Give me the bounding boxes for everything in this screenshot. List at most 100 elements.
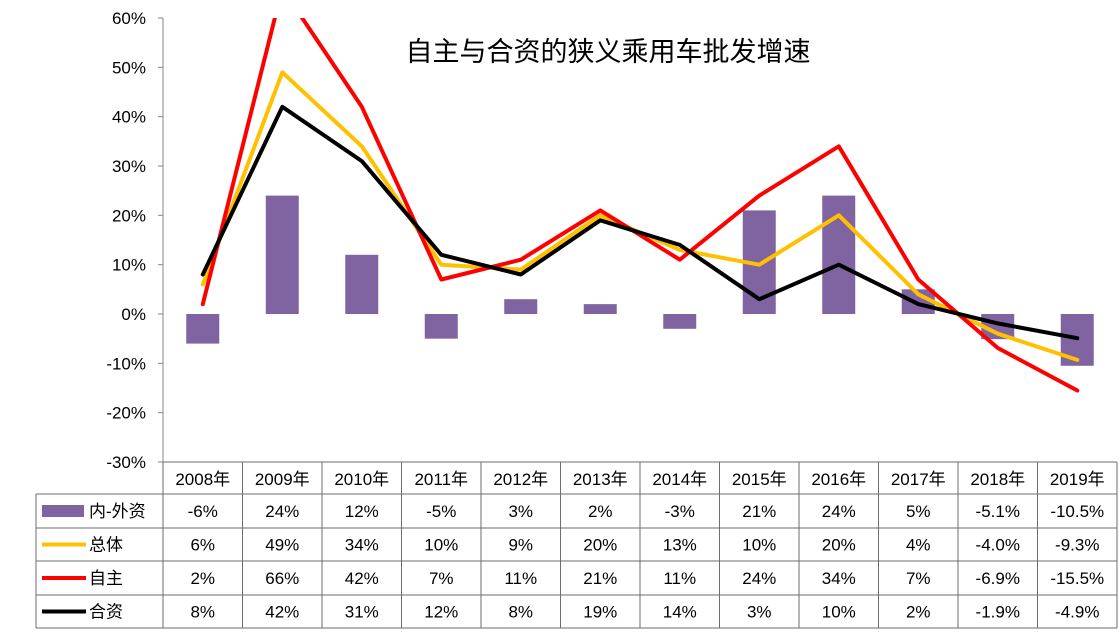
- y-tick-label: 0%: [121, 305, 146, 324]
- data-label: 31%: [345, 603, 379, 622]
- data-label: 42%: [265, 603, 299, 622]
- point-自主-2013年: [598, 208, 602, 212]
- data-label: 9%: [508, 536, 533, 555]
- data-label: 4%: [906, 536, 931, 555]
- point-总体-2018年: [996, 332, 1000, 336]
- point-合资-2016年: [837, 263, 841, 267]
- data-label: 66%: [265, 569, 299, 588]
- data-label: 34%: [822, 569, 856, 588]
- data-label: 24%: [742, 569, 776, 588]
- point-自主-2014年: [678, 258, 682, 262]
- point-自主-2008年: [201, 302, 205, 306]
- bar-内-外资-2009年: [265, 195, 299, 314]
- data-label: 12%: [424, 603, 458, 622]
- data-label: -10.5%: [1050, 502, 1104, 521]
- data-label: 21%: [583, 569, 617, 588]
- point-自主-2010年: [360, 105, 364, 109]
- y-axis: 60% 50% 40% 30% 20% 10% 0% -10% -20% -30%: [106, 9, 164, 472]
- data-label: 2%: [906, 603, 931, 622]
- point-合资-2018年: [996, 321, 1000, 325]
- chart-title: 自主与合资的狭义乘用车批发增速: [406, 37, 811, 68]
- x-category-label: 2009年: [255, 470, 310, 489]
- point-总体-2013年: [598, 213, 602, 217]
- data-label: 21%: [742, 502, 776, 521]
- legend-label-内-外资: 内-外资: [89, 502, 146, 521]
- point-总体-2017年: [916, 292, 920, 296]
- x-category-label: 2016年: [811, 470, 866, 489]
- data-label: -4.9%: [1055, 603, 1099, 622]
- data-label: -1.9%: [976, 603, 1020, 622]
- point-合资-2008年: [201, 273, 205, 277]
- legend-label-自主: 自主: [89, 569, 123, 588]
- data-label: 2%: [190, 569, 215, 588]
- point-合资-2010年: [360, 159, 364, 163]
- y-tick-label: 20%: [112, 206, 146, 225]
- data-label: 3%: [508, 502, 533, 521]
- bar-内-外资-2008年: [186, 314, 220, 344]
- data-label: -5%: [426, 502, 456, 521]
- y-tick-label: 30%: [112, 157, 146, 176]
- legend-key-内-外资: [42, 505, 84, 517]
- data-label: -3%: [665, 502, 695, 521]
- data-label: 11%: [663, 569, 696, 588]
- data-label: 10%: [424, 536, 458, 555]
- x-category-label: 2017年: [891, 470, 946, 489]
- x-category-label: 2019年: [1050, 470, 1105, 489]
- point-合资-2011年: [439, 253, 443, 257]
- data-label: -5.1%: [976, 502, 1020, 521]
- data-label: 34%: [345, 536, 379, 555]
- line-合资: [200, 104, 1080, 341]
- point-总体-2015年: [757, 263, 761, 267]
- point-自主-2016年: [837, 144, 841, 148]
- y-tick-label: 40%: [112, 108, 146, 127]
- bar-内-外资-2011年: [424, 314, 458, 339]
- point-自主-2011年: [439, 277, 443, 281]
- data-label: -15.5%: [1050, 569, 1104, 588]
- y-tick-label: 50%: [112, 58, 146, 77]
- data-label: 20%: [583, 536, 617, 555]
- bar-内-外资-2012年: [504, 299, 538, 314]
- point-合资-2014年: [678, 243, 682, 247]
- x-category-label: 2018年: [970, 470, 1025, 489]
- bar-内-外资-2010年: [345, 254, 379, 314]
- legend-label-合资: 合资: [89, 603, 123, 622]
- data-label: 8%: [190, 603, 215, 622]
- point-合资-2012年: [519, 273, 523, 277]
- y-tick-label: 60%: [112, 9, 146, 28]
- point-自主-2017年: [916, 277, 920, 281]
- plot-area: [186, 18, 1094, 393]
- line-series: [200, 18, 1080, 393]
- data-label: 7%: [429, 569, 454, 588]
- point-合资-2017年: [916, 302, 920, 306]
- data-label: 14%: [663, 603, 697, 622]
- data-label: 3%: [747, 603, 772, 622]
- x-category-label: 2008年: [175, 470, 230, 489]
- point-总体-2011年: [439, 263, 443, 267]
- point-合资-2015年: [757, 297, 761, 301]
- data-label: 24%: [822, 502, 856, 521]
- point-自主-2012年: [519, 258, 523, 262]
- data-label: -6.9%: [976, 569, 1020, 588]
- bar-内-外资-2014年: [663, 314, 697, 329]
- point-总体-2009年: [280, 70, 284, 74]
- point-总体-2008年: [201, 282, 205, 286]
- bar-内-外资-2013年: [583, 304, 617, 314]
- data-label: 10%: [742, 536, 776, 555]
- point-总体-2010年: [360, 144, 364, 148]
- point-总体-2016年: [837, 213, 841, 217]
- point-自主-2018年: [996, 346, 1000, 350]
- y-tick-label: -20%: [106, 404, 146, 423]
- point-自主-2019年: [1075, 388, 1079, 392]
- point-合资-2013年: [598, 218, 602, 222]
- data-label: 13%: [663, 536, 697, 555]
- data-label: 2%: [588, 502, 613, 521]
- data-label: -6%: [188, 502, 218, 521]
- legend-label-总体: 总体: [89, 536, 123, 555]
- point-总体-2012年: [519, 268, 523, 272]
- point-合资-2009年: [280, 105, 284, 109]
- data-label: 8%: [508, 603, 533, 622]
- y-tick-label: 10%: [112, 256, 146, 275]
- data-label: -9.3%: [1055, 536, 1099, 555]
- x-category-label: 2010年: [334, 470, 389, 489]
- line-总体: [200, 70, 1080, 362]
